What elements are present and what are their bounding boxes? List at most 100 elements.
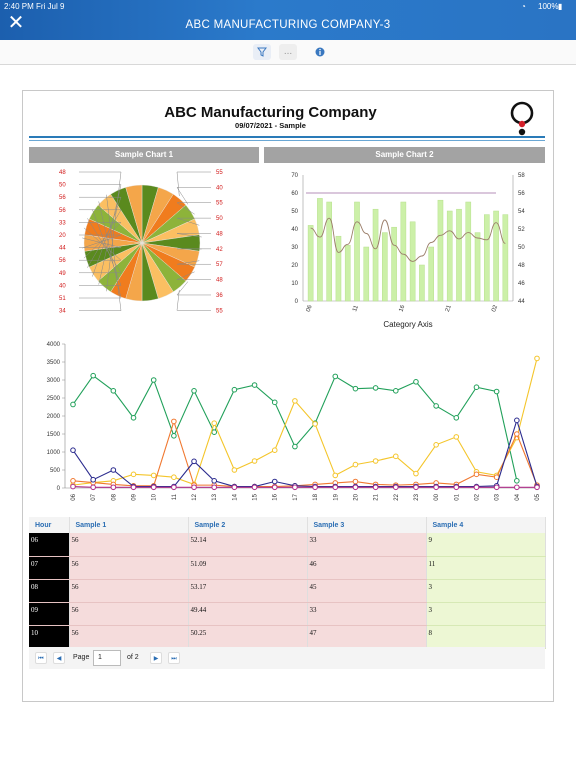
cell-sample1: 56 bbox=[69, 602, 189, 626]
cell-sample4: 3 bbox=[426, 579, 546, 603]
data-point bbox=[514, 431, 520, 437]
table-row[interactable]: 06 56 52.14 33 9 bbox=[29, 533, 546, 557]
data-point bbox=[453, 434, 460, 440]
x-tick-label: 15 bbox=[253, 493, 259, 500]
status-battery: 100% bbox=[538, 2, 559, 11]
app-header: 2:40 PM Fri Jul 9 ◔ 100% ▮ ✕ ABC MANUFAC… bbox=[0, 0, 576, 40]
first-page-icon: ⏮ bbox=[38, 656, 44, 662]
company-logo bbox=[510, 101, 534, 136]
data-point bbox=[70, 483, 76, 490]
data-point bbox=[292, 484, 298, 491]
filter-button[interactable] bbox=[253, 44, 271, 60]
pie-leader-line bbox=[79, 209, 122, 268]
data-point bbox=[392, 484, 399, 491]
data-point bbox=[312, 484, 318, 491]
y-tick-label: 70 bbox=[291, 173, 298, 179]
cell-sample3: 33 bbox=[307, 533, 427, 557]
x-tick-label: 10 bbox=[152, 493, 158, 500]
y2-tick-label: 56 bbox=[518, 191, 525, 197]
column-header-sample2[interactable]: Sample 2 bbox=[188, 517, 308, 533]
column-header-sample3[interactable]: Sample 3 bbox=[307, 517, 427, 533]
close-button[interactable]: ✕ bbox=[6, 13, 26, 34]
x-tick-label: 03 bbox=[495, 493, 501, 500]
table-row[interactable]: 07 56 51.09 46 11 bbox=[29, 556, 546, 580]
x-tick-label: 05 bbox=[535, 493, 541, 500]
pie-label: 44 bbox=[59, 246, 66, 252]
table-row[interactable]: 09 56 49.44 33 3 bbox=[29, 602, 546, 626]
cell-sample3: 47 bbox=[307, 625, 427, 649]
cell-sample4: 8 bbox=[426, 625, 546, 649]
cell-sample1: 56 bbox=[69, 579, 189, 603]
battery-icon: ▮ bbox=[558, 2, 563, 11]
data-point bbox=[211, 420, 218, 426]
x-tick-label: 23 bbox=[414, 493, 420, 500]
data-point bbox=[211, 478, 218, 484]
series-line bbox=[72, 374, 518, 481]
bar bbox=[344, 244, 351, 302]
data-point bbox=[372, 484, 379, 491]
more-button[interactable]: ... bbox=[279, 44, 297, 60]
pie-leader-line bbox=[79, 237, 122, 248]
pie-label: 34 bbox=[59, 309, 66, 315]
y-tick-label: 2500 bbox=[47, 396, 61, 402]
title-divider bbox=[29, 136, 545, 138]
bar bbox=[382, 232, 388, 302]
first-page-button[interactable]: ⏮ bbox=[35, 652, 47, 664]
prev-page-button[interactable]: ◀ bbox=[53, 652, 65, 664]
y2-tick-label: 50 bbox=[518, 245, 525, 251]
x-tick-label: 16 bbox=[273, 493, 279, 500]
cell-sample2: 52.14 bbox=[188, 533, 308, 557]
data-point bbox=[271, 484, 278, 491]
last-page-button[interactable]: ⏭ bbox=[168, 652, 180, 664]
pie-leader-line bbox=[79, 194, 122, 311]
chart2-header: Sample Chart 2 bbox=[264, 147, 545, 163]
x-tick-label: 00 bbox=[434, 493, 440, 500]
x-tick-label: 09 bbox=[132, 493, 138, 500]
app-title: ABC MANUFACTURING COMPANY-3 bbox=[185, 19, 391, 31]
data-grid: Hour Sample 1 Sample 2 Sample 3 Sample 4… bbox=[29, 517, 546, 649]
pie-leader-line bbox=[79, 201, 122, 299]
bar bbox=[465, 201, 472, 302]
data-point bbox=[372, 458, 379, 464]
data-point bbox=[514, 478, 520, 484]
pie-label: 40 bbox=[216, 185, 223, 191]
data-point bbox=[433, 403, 439, 409]
y2-tick-label: 58 bbox=[518, 173, 525, 179]
bar bbox=[363, 246, 370, 302]
data-point bbox=[493, 388, 500, 395]
data-point bbox=[453, 415, 460, 421]
data-point bbox=[70, 478, 76, 484]
column-header-hour[interactable]: Hour bbox=[29, 517, 70, 533]
x-tick-label: 02 bbox=[491, 304, 499, 313]
table-row[interactable]: 08 56 53.17 45 3 bbox=[29, 579, 546, 603]
page-number-input[interactable]: 1 bbox=[93, 650, 121, 666]
cell-sample1: 56 bbox=[69, 556, 189, 580]
cell-sample2: 51.09 bbox=[188, 556, 308, 580]
info-button[interactable] bbox=[311, 44, 329, 60]
data-point bbox=[433, 484, 439, 491]
next-page-button[interactable]: ▶ bbox=[150, 652, 162, 664]
series-line bbox=[72, 358, 538, 486]
pie-label: 42 bbox=[216, 247, 223, 253]
y-tick-label: 4000 bbox=[47, 342, 61, 348]
x-tick-label: 12 bbox=[192, 493, 198, 500]
pager: ⏮ ◀ Page 1 of 2 ▶ ⏭ bbox=[29, 647, 545, 669]
data-point bbox=[514, 417, 520, 424]
data-point bbox=[171, 474, 177, 480]
data-point bbox=[271, 478, 278, 485]
bar bbox=[446, 210, 453, 302]
report-title: ABC Manufacturing Company bbox=[164, 104, 377, 121]
pie-label: 20 bbox=[59, 233, 66, 239]
column-header-sample4[interactable]: Sample 4 bbox=[426, 517, 546, 533]
table-row[interactable]: 10 56 50.25 47 8 bbox=[29, 625, 546, 649]
bar bbox=[484, 214, 490, 302]
data-point bbox=[70, 447, 76, 453]
y-tick-label: 1000 bbox=[47, 450, 61, 456]
pie-leader-line bbox=[176, 271, 211, 280]
bar bbox=[317, 198, 323, 302]
data-point bbox=[150, 484, 157, 491]
data-point bbox=[150, 377, 157, 383]
data-point bbox=[110, 388, 117, 394]
column-header-sample1[interactable]: Sample 1 bbox=[69, 517, 189, 533]
pie-leader-line bbox=[79, 234, 122, 249]
